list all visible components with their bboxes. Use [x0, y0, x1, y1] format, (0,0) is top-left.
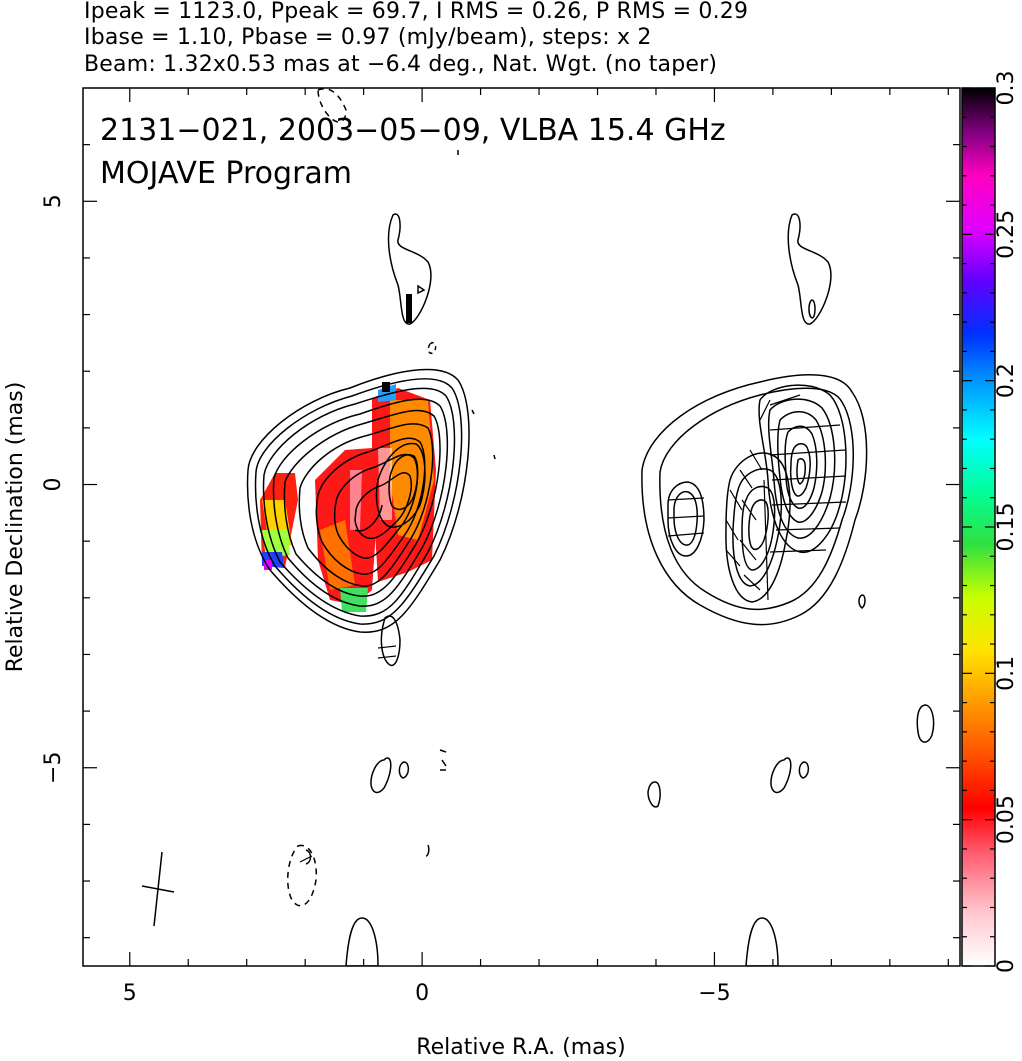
x-tick-label: 5	[123, 981, 137, 1006]
total-intensity-contours	[246, 88, 935, 966]
header-line-peak: Ipeak = 1123.0, Ppeak = 69.7, I RMS = 0.…	[84, 0, 749, 24]
y-tick-label: 5	[41, 194, 66, 208]
x-tick-label: 0	[415, 981, 429, 1006]
colorbar-ticks	[962, 87, 995, 967]
header-line-base: Ibase = 1.10, Pbase = 0.97 (mJy/beam), s…	[84, 25, 652, 50]
colorbar-tick-label: 0.1	[994, 656, 1019, 691]
y-tick-label: −5	[41, 752, 66, 784]
x-tick-label: −5	[698, 981, 730, 1006]
polarization-vectors	[299, 394, 847, 863]
colorbar-tick-label: 0.2	[994, 363, 1019, 398]
source-annotation: 2131−021, 2003−05−09, VLBA 15.4 GHz	[100, 113, 726, 148]
colorbar-tick-label: 0.25	[994, 210, 1019, 259]
polarization-scale-bar	[406, 294, 412, 323]
y-tick-labels: 5 0 −5	[41, 194, 66, 784]
header-line-beam: Beam: 1.32x0.53 mas at −6.4 deg., Nat. W…	[84, 52, 718, 77]
colorbar-tick-label: 0	[994, 959, 1019, 973]
plot-frame	[82, 87, 961, 967]
y-axis-label: Relative Declination (mas)	[3, 382, 28, 673]
colorbar-tick-label: 0.05	[994, 795, 1019, 844]
polarization-fraction-map	[260, 382, 436, 612]
program-annotation: MOJAVE Program	[100, 156, 352, 191]
colorbar: 0 0.05 0.1 0.15 0.2 0.25 0.3	[961, 71, 1019, 974]
beam-cross-marker	[141, 851, 175, 927]
colorbar-tick-labels: 0 0.05 0.1 0.15 0.2 0.25 0.3	[994, 71, 1019, 974]
y-tick-label: 0	[41, 478, 66, 492]
x-axis-label: Relative R.A. (mas)	[416, 1035, 625, 1060]
x-tick-labels: 5 0 −5	[123, 981, 731, 1006]
colorbar-tick-label: 0.3	[994, 71, 1019, 106]
colorbar-tick-label: 0.15	[994, 503, 1019, 552]
axis-ticks	[83, 88, 960, 966]
